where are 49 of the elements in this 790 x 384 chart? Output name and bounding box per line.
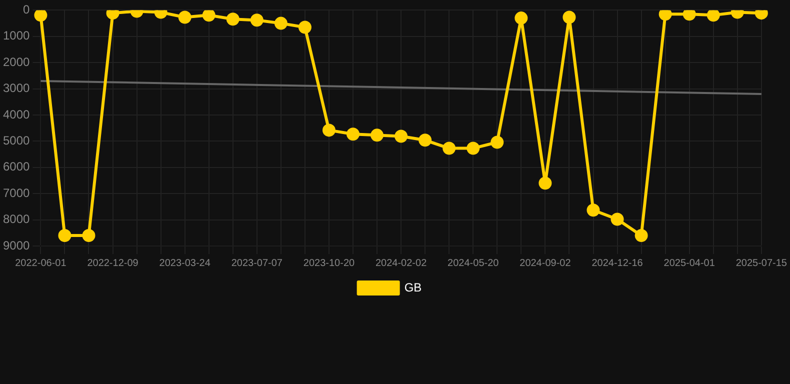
point xyxy=(82,229,96,242)
y-tick-label: 0 xyxy=(23,2,30,17)
point xyxy=(346,128,360,141)
x-tick-label: 2023-10-20 xyxy=(303,258,355,269)
point xyxy=(634,229,648,242)
y-tick-label: 9000 xyxy=(2,238,30,252)
point xyxy=(106,10,120,20)
y-tick-label: 5000 xyxy=(2,134,30,148)
x-tick-label: 2024-12-16 xyxy=(592,258,644,269)
point xyxy=(226,12,240,26)
x-tick-label: 2025-07-15 xyxy=(736,258,788,269)
point xyxy=(370,128,384,142)
y-tick-label: 7000 xyxy=(2,186,30,200)
point xyxy=(442,142,456,155)
point xyxy=(514,12,528,25)
point xyxy=(562,10,576,24)
point xyxy=(250,14,264,27)
point xyxy=(706,10,720,22)
point xyxy=(394,130,408,143)
x-tick-label: 2024-05-20 xyxy=(448,258,500,269)
point xyxy=(322,124,336,137)
x-tick-label: 2023-07-07 xyxy=(231,258,283,269)
point xyxy=(418,134,432,147)
x-tick-label: 2022-12-09 xyxy=(87,258,139,269)
point xyxy=(586,204,600,217)
x-tick-label: 2023-03-24 xyxy=(159,258,211,269)
point xyxy=(610,212,624,226)
point xyxy=(202,10,216,22)
point xyxy=(466,142,480,155)
point xyxy=(490,136,504,149)
x-tick-label: 2025-04-01 xyxy=(664,258,716,269)
point xyxy=(754,10,768,20)
x-tick-label: 2024-09-02 xyxy=(520,258,572,269)
y-tick-label: 2000 xyxy=(2,54,30,69)
y-tick-label: 1000 xyxy=(2,28,30,43)
y-tick-label: 8000 xyxy=(2,212,30,226)
point xyxy=(538,176,552,190)
y-tick-label: 3000 xyxy=(2,81,30,96)
x-tick-label: 2022-06-01 xyxy=(15,258,67,269)
point xyxy=(58,229,72,242)
y-tick-label: 4000 xyxy=(2,107,30,122)
point xyxy=(274,16,288,30)
point xyxy=(298,20,312,34)
y-tick-label: 6000 xyxy=(2,160,30,174)
point xyxy=(658,10,672,21)
legend-label: GB xyxy=(404,280,422,294)
point xyxy=(178,10,192,24)
x-tick-label: 2024-02-02 xyxy=(375,258,428,269)
point xyxy=(682,10,696,21)
